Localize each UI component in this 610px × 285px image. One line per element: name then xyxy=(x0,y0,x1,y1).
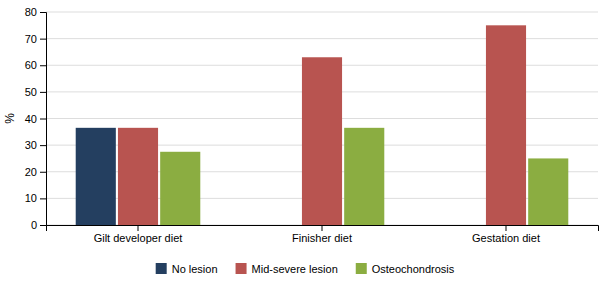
y-tick-mark xyxy=(40,119,46,120)
legend-label: Osteochondrosis xyxy=(372,263,455,275)
legend-swatch xyxy=(156,263,167,274)
x-tick-label: Gilt developer diet xyxy=(94,232,183,244)
x-tick-mark xyxy=(322,225,323,231)
y-tick: 20 xyxy=(25,166,46,178)
legend-item: Mid-severe lesion xyxy=(236,263,338,275)
y-tick: 30 xyxy=(25,139,46,151)
y-tick: 10 xyxy=(25,192,46,204)
x-tick-mark xyxy=(506,225,507,231)
x-tick-label: Finisher diet xyxy=(292,232,352,244)
y-tick-label: 0 xyxy=(31,219,37,231)
bar xyxy=(260,225,300,226)
y-tick-mark xyxy=(40,92,46,93)
y-tick-mark xyxy=(40,12,46,13)
y-tick-mark xyxy=(40,172,46,173)
legend-swatch xyxy=(356,263,367,274)
bar xyxy=(76,128,116,225)
bar xyxy=(344,128,384,225)
x-tick: Gestation diet xyxy=(472,225,540,244)
y-tick: 40 xyxy=(25,113,46,125)
y-tick-mark xyxy=(40,65,46,66)
legend-label: No lesion xyxy=(172,263,218,275)
x-tick: Finisher diet xyxy=(292,225,352,244)
y-axis: 0 10 20 30 40 50 60 70 80 xyxy=(25,6,47,231)
y-axis-title: % xyxy=(3,113,17,124)
y-axis-line xyxy=(40,13,47,226)
bar xyxy=(302,57,342,225)
legend-swatch xyxy=(236,263,247,274)
y-tick: 50 xyxy=(25,86,46,98)
bar xyxy=(444,225,484,226)
chart: 0 10 20 30 40 50 60 70 80 Gilt developer diet Fini… xyxy=(0,0,610,285)
bars xyxy=(76,25,569,225)
y-tick: 0 xyxy=(31,219,46,231)
y-tick-label: 60 xyxy=(25,59,37,71)
y-tick-label: 40 xyxy=(25,113,37,125)
y-tick-mark xyxy=(40,225,46,226)
y-tick-label: 80 xyxy=(25,6,37,18)
bar xyxy=(528,158,568,225)
x-tick-label: Gestation diet xyxy=(472,232,540,244)
y-tick-mark xyxy=(40,39,46,40)
y-tick-label: 10 xyxy=(25,192,37,204)
bar xyxy=(160,152,200,225)
x-axis-line xyxy=(47,226,599,232)
y-tick-mark xyxy=(40,145,46,146)
legend-item: No lesion xyxy=(156,263,218,275)
bar xyxy=(486,25,526,225)
y-tick: 80 xyxy=(25,6,46,18)
y-tick-label: 50 xyxy=(25,86,37,98)
y-tick-label: 30 xyxy=(25,139,37,151)
x-tick: Gilt developer diet xyxy=(94,225,183,244)
y-tick-label: 70 xyxy=(25,33,37,45)
legend: No lesion Mid-severe lesion Osteochondrosi… xyxy=(156,263,455,275)
x-axis: Gilt developer diet Finisher diet Gestatio… xyxy=(47,225,599,244)
grid xyxy=(46,12,598,225)
y-tick-mark xyxy=(40,198,46,199)
bar xyxy=(118,128,158,225)
y-tick: 70 xyxy=(25,33,46,45)
grid-line xyxy=(46,12,598,13)
legend-item: Osteochondrosis xyxy=(356,263,455,275)
x-tick-mark xyxy=(138,225,139,231)
y-tick-label: 20 xyxy=(25,166,37,178)
y-tick: 60 xyxy=(25,59,46,71)
legend-label: Mid-severe lesion xyxy=(252,263,338,275)
